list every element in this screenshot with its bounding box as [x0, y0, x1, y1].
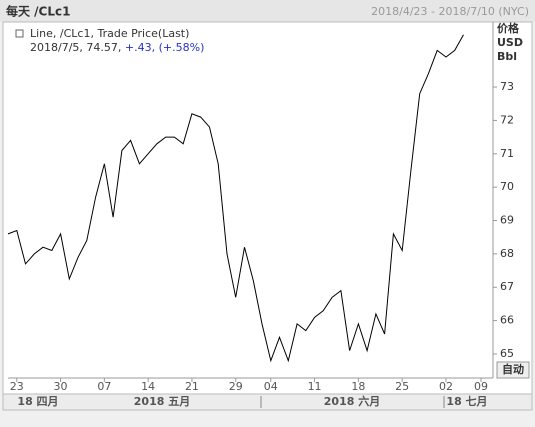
x-tick-label: 29	[229, 380, 243, 393]
auto-button[interactable]	[496, 361, 530, 379]
date-range: 2018/4/23 - 2018/7/10 (NYC)	[371, 5, 529, 18]
month-label: 2018 五月	[134, 395, 190, 408]
y-tick-label: 73	[500, 80, 514, 93]
legend-last: 74.57,	[86, 41, 121, 54]
y-tick-label: 67	[500, 280, 514, 293]
auto-button-label[interactable]: 自动	[502, 362, 524, 376]
y-unit: 价格	[497, 21, 520, 35]
legend-change: +.43,	[125, 41, 155, 54]
x-tick-label: 30	[54, 380, 68, 393]
legend-name: Line, /CLc1, Trade Price(Last)	[30, 27, 189, 40]
y-tick-label: 72	[500, 113, 514, 126]
header-bar	[0, 0, 535, 22]
legend-change-pct: (+.58%)	[159, 41, 205, 54]
chart-title: 每天 /CLc1	[6, 4, 70, 19]
y-unit: USD	[497, 36, 523, 49]
x-tick-label: 09	[474, 380, 488, 393]
y-tick-label: 69	[500, 214, 514, 227]
x-tick-label: 14	[141, 380, 155, 393]
x-tick-label: 21	[185, 380, 199, 393]
y-unit: Bbl	[497, 50, 517, 63]
x-tick-label: 11	[308, 380, 322, 393]
x-tick-label: 25	[395, 380, 409, 393]
chart-frame	[2, 21, 533, 411]
x-tick-label: 07	[97, 380, 111, 393]
x-tick-label: 04	[264, 380, 278, 393]
x-tick-label: 02	[439, 380, 453, 393]
month-label: 2018 六月	[324, 394, 380, 408]
y-tick-label: 66	[500, 314, 514, 327]
month-label: 18 七月	[446, 394, 487, 408]
y-tick-label: 71	[500, 147, 514, 160]
price-line	[7, 34, 464, 363]
month-label: 18 四月	[17, 395, 58, 408]
y-tick-label: 68	[500, 247, 514, 260]
legend-date: 2018/7/5,	[30, 41, 83, 54]
x-tick-label: 23	[10, 380, 24, 393]
y-tick-label: 65	[500, 347, 514, 360]
month-row	[2, 393, 533, 411]
legend-swatch	[15, 29, 24, 38]
legend-quote: 2018/7/5, 74.57, +.43, (+.58%)	[30, 41, 204, 54]
x-tick-label: 18	[351, 380, 365, 393]
y-tick-label: 70	[500, 180, 514, 193]
